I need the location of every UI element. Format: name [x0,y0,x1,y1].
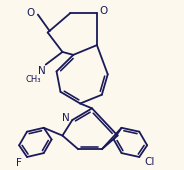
Text: Cl: Cl [144,157,154,167]
Text: CH₃: CH₃ [25,75,41,84]
Text: O: O [100,6,108,16]
Text: N: N [61,113,69,123]
Text: N: N [38,66,46,76]
Text: F: F [16,158,22,168]
Text: O: O [27,8,35,18]
